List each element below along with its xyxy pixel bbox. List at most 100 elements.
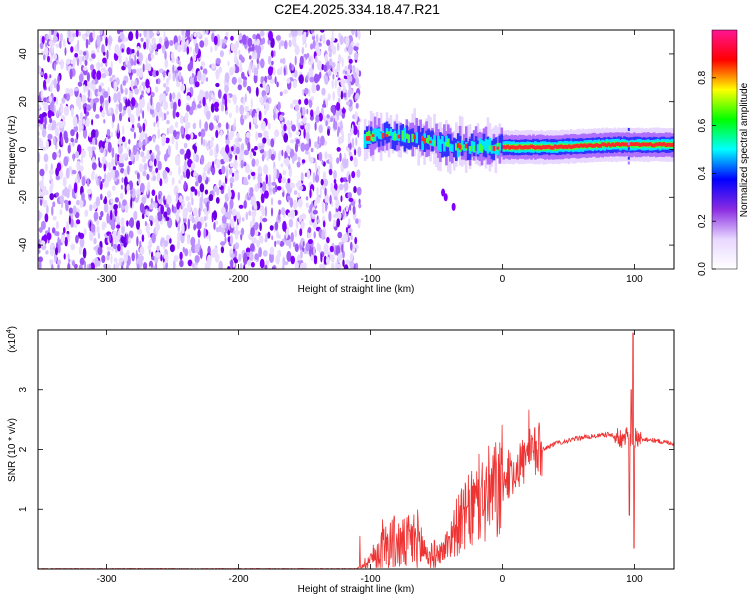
heatmap-cell bbox=[451, 144, 454, 152]
heatmap-cell bbox=[113, 263, 116, 269]
heatmap-cell bbox=[301, 46, 304, 55]
heatmap-cell bbox=[192, 122, 197, 130]
heatmap-cell bbox=[238, 204, 244, 209]
heatmap-cell bbox=[233, 64, 236, 73]
heatmap-cell bbox=[349, 260, 355, 269]
heatmap-cell bbox=[61, 115, 66, 122]
heatmap-cell bbox=[325, 201, 328, 212]
heatmap-cell bbox=[166, 86, 170, 93]
heatmap-cell bbox=[53, 104, 56, 115]
heatmap-cell bbox=[103, 119, 106, 124]
heatmap-cell bbox=[305, 202, 309, 209]
heatmap-cell bbox=[215, 143, 219, 154]
heatmap-cell bbox=[314, 199, 318, 207]
heatmap-cell bbox=[259, 96, 264, 104]
heatmap-cell bbox=[205, 30, 209, 35]
heatmap-cell bbox=[57, 259, 62, 265]
heatmap-cell bbox=[276, 230, 279, 239]
heatmap-cell bbox=[385, 134, 389, 137]
heatmap-cell bbox=[133, 131, 136, 139]
heatmap-cell bbox=[75, 30, 79, 38]
heatmap-cell bbox=[231, 146, 234, 152]
heatmap-cell bbox=[156, 30, 160, 35]
heatmap-cell bbox=[80, 57, 82, 66]
heatmap-cell bbox=[573, 144, 577, 149]
heatmap-cell bbox=[203, 215, 207, 222]
heatmap-cell bbox=[550, 145, 553, 150]
heatmap-cell bbox=[108, 161, 112, 171]
heatmap-cell bbox=[45, 250, 49, 255]
heatmap-cell bbox=[230, 35, 234, 41]
heatmap-cell bbox=[49, 244, 55, 248]
heatmap-cell bbox=[249, 251, 254, 262]
heatmap-cell bbox=[230, 253, 235, 259]
heatmap-cell bbox=[190, 162, 196, 170]
heatmap-cell bbox=[139, 246, 145, 255]
heatmap-cell bbox=[186, 233, 190, 245]
heatmap-cell bbox=[234, 65, 240, 74]
heatmap-cell bbox=[352, 200, 356, 207]
heatmap-cell bbox=[142, 144, 146, 152]
heatmap-cell bbox=[112, 166, 117, 171]
heatmap-cell bbox=[304, 98, 309, 106]
heatmap-cell bbox=[670, 143, 674, 147]
heatmap-cell bbox=[125, 56, 128, 66]
heatmap-cell bbox=[233, 159, 238, 170]
heatmap-cell bbox=[348, 174, 351, 184]
heatmap-cell bbox=[316, 60, 322, 71]
heatmap-cell bbox=[664, 143, 668, 148]
heatmap-cell bbox=[44, 116, 47, 126]
heatmap-cell bbox=[288, 218, 294, 228]
heatmap-cell bbox=[193, 134, 197, 140]
heatmap-cell bbox=[214, 253, 220, 263]
heatmap-cell bbox=[120, 184, 123, 190]
heatmap-cell bbox=[38, 131, 41, 137]
heatmap-cell bbox=[247, 174, 251, 180]
heatmap-cell bbox=[48, 169, 54, 176]
heatmap-cell bbox=[249, 55, 252, 60]
heatmap-cell bbox=[387, 131, 391, 137]
heatmap-cell bbox=[283, 123, 287, 132]
heatmap-cell bbox=[512, 145, 515, 150]
heatmap-cell bbox=[338, 183, 344, 191]
heatmap-cell bbox=[355, 30, 358, 38]
heatmap-cell bbox=[336, 211, 342, 221]
heatmap-cell bbox=[240, 159, 244, 169]
heatmap-cell bbox=[342, 209, 345, 218]
heatmap-cell bbox=[256, 63, 260, 70]
heatmap-cell bbox=[223, 93, 227, 100]
heatmap-cell bbox=[206, 201, 209, 212]
heatmap-cell bbox=[332, 107, 336, 116]
heatmap-cell bbox=[309, 76, 315, 83]
heatmap-cell bbox=[54, 126, 60, 137]
heatmap-cell bbox=[70, 46, 74, 53]
heatmap-cell bbox=[99, 30, 103, 36]
spectrogram-ylabel: Frequency (Hz) bbox=[7, 116, 18, 185]
heatmap-cell bbox=[124, 176, 128, 188]
heatmap-cell bbox=[209, 140, 214, 148]
heatmap-cell bbox=[658, 142, 662, 146]
heatmap-cell bbox=[401, 131, 405, 140]
heatmap-cell bbox=[288, 238, 292, 249]
heatmap-cell bbox=[169, 92, 172, 102]
heatmap-cell bbox=[234, 258, 238, 264]
heatmap-cell bbox=[250, 98, 253, 109]
heatmap-cell bbox=[294, 261, 299, 269]
heatmap-cell bbox=[280, 163, 284, 168]
heatmap-cell bbox=[57, 74, 60, 84]
heatmap-cell bbox=[338, 136, 341, 145]
heatmap-cell bbox=[621, 142, 624, 146]
heatmap-cell bbox=[456, 142, 460, 148]
heatmap-cell bbox=[111, 158, 115, 167]
heatmap-cell bbox=[175, 111, 180, 118]
colorbar: 0.0 0.2 0.4 0.6 0.8 Normalized spectral ampl… bbox=[697, 29, 750, 276]
heatmap-cell bbox=[57, 236, 60, 246]
heatmap-cell bbox=[155, 167, 159, 174]
heatmap-cell bbox=[193, 223, 197, 231]
heatmap-cell bbox=[96, 35, 100, 47]
heatmap-cell bbox=[276, 186, 282, 191]
heatmap-cell bbox=[131, 187, 136, 199]
heatmap-cell bbox=[60, 136, 64, 146]
heatmap-cell bbox=[121, 177, 124, 184]
heatmap-cell bbox=[221, 165, 226, 175]
